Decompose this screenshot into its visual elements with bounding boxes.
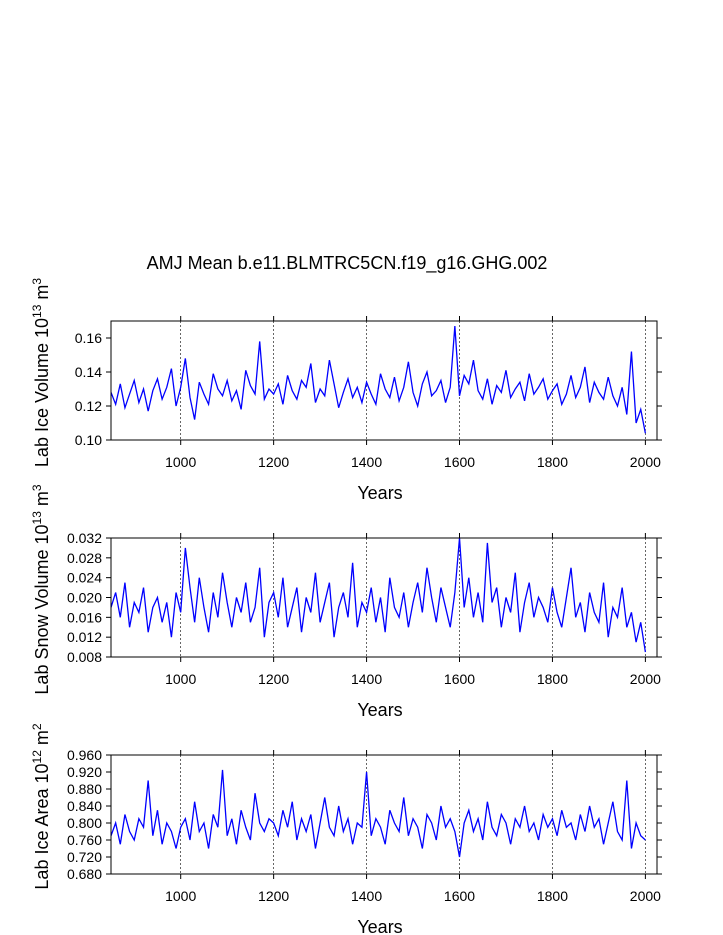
- y-axis-label-part: 13: [30, 511, 44, 525]
- x-tick-label: 2000: [630, 454, 661, 470]
- y-tick-label: 0.16: [75, 330, 102, 346]
- x-tick-label: 2000: [630, 671, 661, 687]
- data-line: [111, 326, 647, 434]
- x-tick-label: 1000: [165, 454, 196, 470]
- x-tick-label: 1800: [537, 888, 568, 904]
- x-tick-label: 1000: [165, 888, 196, 904]
- x-axis-label: Years: [357, 483, 402, 503]
- x-tick-label: 1400: [351, 671, 382, 687]
- y-tick-label: 0.028: [67, 550, 102, 566]
- y-axis-label-part: Lab Ice Area 10: [32, 763, 52, 889]
- y-axis-label-part: 3: [30, 484, 44, 491]
- plot-frame: [110, 537, 658, 658]
- x-tick-label: 1200: [258, 454, 289, 470]
- y-tick-label: 0.12: [75, 398, 102, 414]
- x-axis-label: Years: [357, 700, 402, 720]
- y-tick-label: 0.760: [67, 832, 102, 848]
- y-tick-label: 0.960: [67, 747, 102, 763]
- y-tick-label: 0.800: [67, 815, 102, 831]
- y-tick-label: 0.840: [67, 798, 102, 814]
- plot-frame: [110, 754, 658, 875]
- plot-frame: [110, 320, 658, 441]
- x-tick-label: 2000: [630, 888, 661, 904]
- plot-area: [111, 769, 646, 858]
- y-tick-label: 0.008: [67, 649, 102, 665]
- y-axis-label: Lab Ice Area 1012 m2: [30, 723, 52, 889]
- figure-title: AMJ Mean b.e11.BLMTRC5CN.f19_g16.GHG.002: [147, 253, 548, 274]
- data-line: [111, 769, 646, 858]
- y-tick-label: 0.920: [67, 764, 102, 780]
- data-line: [111, 538, 647, 653]
- x-tick-label: 1000: [165, 671, 196, 687]
- y-axis-label-part: 13: [30, 304, 44, 318]
- y-tick-label: 0.024: [67, 570, 102, 586]
- y-axis-label-part: Lab Ice Volume 10: [32, 318, 52, 467]
- y-axis-label-part: Lab Snow Volume 10: [32, 524, 52, 694]
- x-tick-label: 1400: [351, 454, 382, 470]
- x-tick-label: 1200: [258, 671, 289, 687]
- x-tick-label: 1600: [444, 888, 475, 904]
- x-tick-label: 1800: [537, 454, 568, 470]
- x-tick-label: 1600: [444, 454, 475, 470]
- y-axis-label-part: m: [32, 285, 52, 305]
- x-tick-label: 1400: [351, 888, 382, 904]
- y-tick-label: 0.032: [67, 530, 102, 546]
- x-axis-label: Years: [357, 917, 402, 935]
- y-tick-label: 0.012: [67, 629, 102, 645]
- plot-area: [111, 538, 647, 653]
- x-tick-label: 1600: [444, 671, 475, 687]
- y-tick-label: 0.10: [75, 432, 102, 448]
- y-tick-label: 0.720: [67, 849, 102, 865]
- y-axis-label: Lab Ice Volume 1013 m3: [30, 278, 52, 467]
- y-tick-label: 0.680: [67, 866, 102, 882]
- y-axis-label-part: m: [32, 491, 52, 511]
- plot-area: [111, 326, 647, 434]
- y-tick-label: 0.880: [67, 781, 102, 797]
- y-axis-label: Lab Snow Volume 1013 m3: [30, 484, 52, 694]
- y-tick-label: 0.020: [67, 590, 102, 606]
- y-axis-label-part: 3: [30, 278, 44, 285]
- x-tick-label: 1800: [537, 671, 568, 687]
- y-axis-label-part: 2: [30, 723, 44, 730]
- x-tick-label: 1200: [258, 888, 289, 904]
- y-tick-label: 0.016: [67, 609, 102, 625]
- y-axis-label-part: 12: [30, 750, 44, 764]
- y-axis-label-part: m: [32, 730, 52, 750]
- y-tick-label: 0.14: [75, 364, 102, 380]
